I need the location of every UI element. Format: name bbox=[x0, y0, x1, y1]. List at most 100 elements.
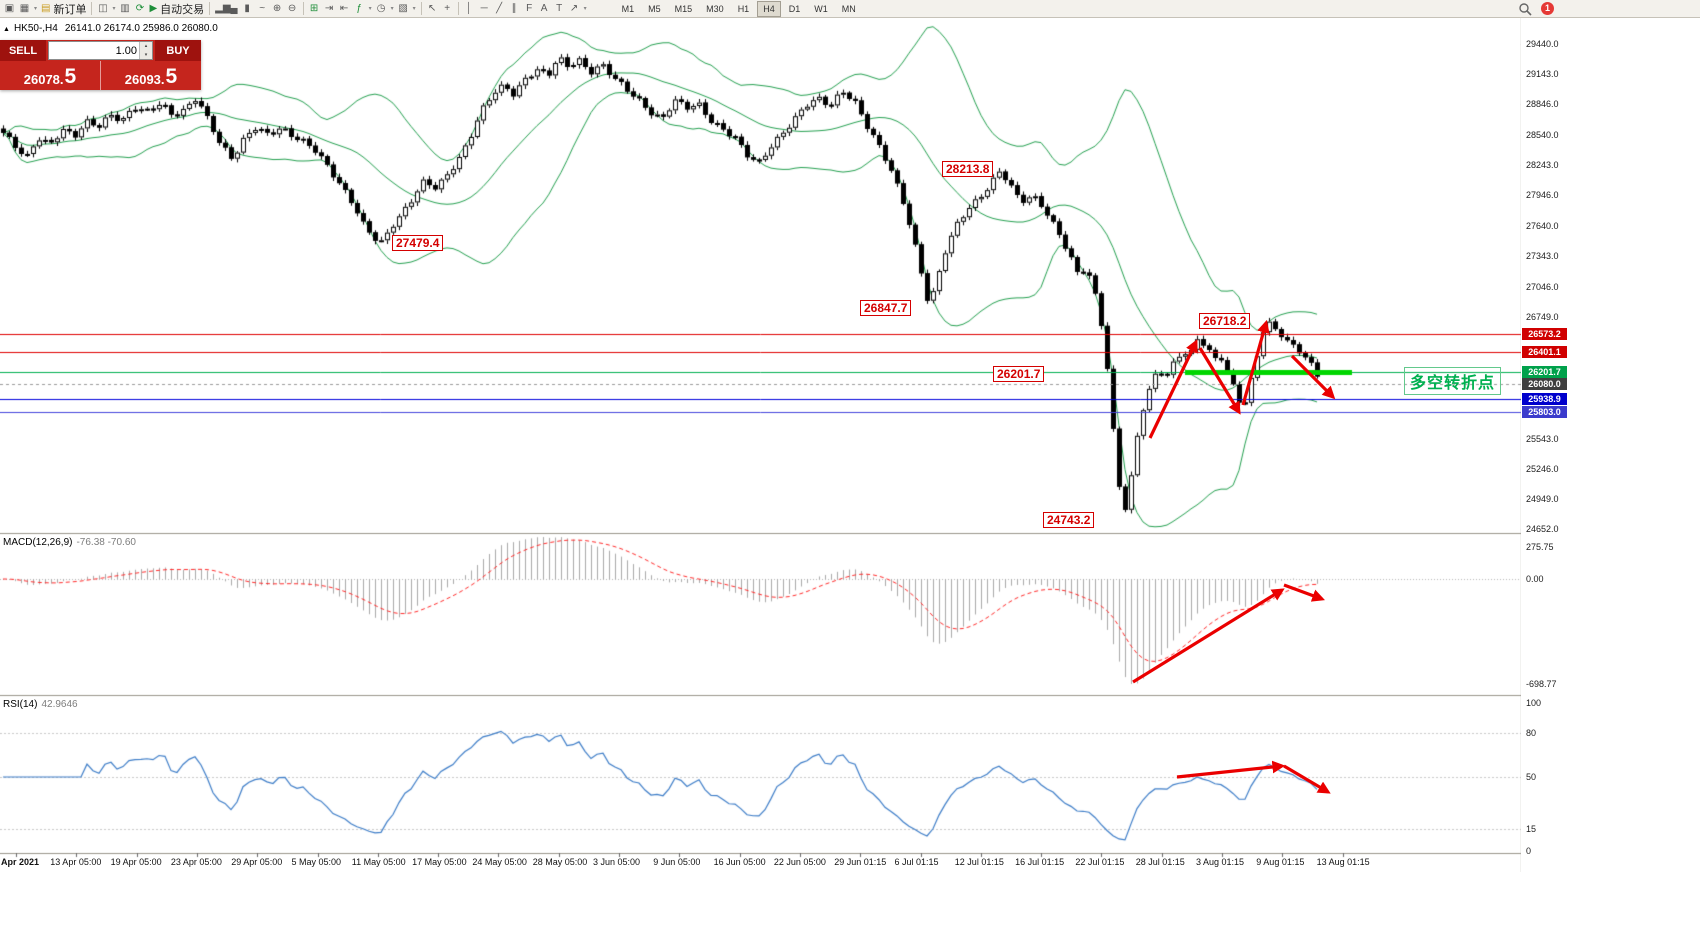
candles-icon[interactable]: ▮ bbox=[240, 1, 255, 17]
timeframe-toolbar: M1 M5 M15 M30 H1 H4 D1 W1 MN bbox=[615, 0, 863, 18]
periods-icon[interactable]: ◷ bbox=[374, 1, 389, 17]
new-chart-icon[interactable]: ▦ bbox=[17, 1, 32, 17]
indicator-axis-label: -698.77 bbox=[1526, 679, 1557, 689]
auto-scroll-icon[interactable]: ⇥ bbox=[322, 1, 337, 17]
chart-window-icon-glyph: ▣ bbox=[4, 3, 15, 14]
timeframe-w1-button[interactable]: W1 bbox=[814, 3, 828, 14]
time-axis-label: 22 Jun 05:00 bbox=[773, 857, 826, 867]
shapes-dropdown[interactable]: ▾ bbox=[582, 1, 589, 17]
indicator-axis-label: 50 bbox=[1526, 772, 1537, 782]
cursor-icon[interactable]: ↖ bbox=[425, 1, 440, 17]
buy-price[interactable]: 26093. 5 bbox=[101, 61, 201, 90]
templates-icon[interactable]: ▧ bbox=[396, 1, 411, 17]
text-icon[interactable]: A bbox=[537, 1, 552, 17]
crosshair-icon-glyph: + bbox=[444, 3, 451, 14]
volume-input[interactable] bbox=[49, 44, 139, 57]
channel-icon-glyph: ∥ bbox=[511, 3, 517, 14]
timeframe-m30-button[interactable]: M30 bbox=[706, 3, 724, 14]
toolbar-separator bbox=[457, 2, 459, 15]
chart-window-icon[interactable]: ▣ bbox=[2, 1, 17, 17]
timeframe-h1-button[interactable]: H1 bbox=[737, 3, 750, 14]
text-icon-glyph: A bbox=[540, 3, 548, 14]
timeframe-m15-button[interactable]: M15 bbox=[674, 3, 693, 14]
indicator-axis-label: 100 bbox=[1526, 698, 1542, 708]
price-tick-label: 28243.0 bbox=[1526, 160, 1559, 171]
time-axis-label: Apr 2021 bbox=[1, 857, 40, 867]
sell-button[interactable]: SELL bbox=[0, 40, 46, 61]
candles-icon-glyph: ▮ bbox=[244, 3, 250, 14]
channel-icon[interactable]: ∥ bbox=[507, 1, 522, 17]
new-order-button-label: 新订单 bbox=[53, 3, 87, 16]
bars-icon-glyph: ▂▆▄ bbox=[215, 3, 238, 14]
buy-price-main: 26093. bbox=[124, 72, 165, 87]
data-window-icon[interactable]: ▥ bbox=[117, 1, 132, 17]
notification-badge[interactable]: 1 bbox=[1541, 2, 1554, 15]
time-axis-label: 29 Apr 05:00 bbox=[231, 857, 283, 867]
line-chart-icon[interactable]: ~ bbox=[255, 1, 270, 17]
chart-shift-icon[interactable]: ⇤ bbox=[337, 1, 352, 17]
vertical-line-icon-glyph: │ bbox=[466, 3, 473, 14]
arrows-icon-glyph: ↗ bbox=[569, 3, 579, 14]
zoom-in-icon-glyph: ⊕ bbox=[272, 3, 282, 14]
time-axis-label: 16 Jul 01:15 bbox=[1015, 857, 1065, 867]
auto-trading-button-glyph: ▶ bbox=[149, 3, 158, 14]
time-axis-label: 19 Apr 05:00 bbox=[110, 857, 162, 867]
chart-shift-icon-glyph: ⇤ bbox=[339, 3, 349, 14]
search-icon[interactable] bbox=[1518, 2, 1533, 17]
zoom-out-icon[interactable]: ⊖ bbox=[285, 1, 300, 17]
timeframe-m5-button[interactable]: M5 bbox=[648, 3, 661, 14]
charts-grid-icon-glyph: ◫ bbox=[98, 3, 108, 14]
label-icon[interactable]: T bbox=[552, 1, 567, 17]
price-level-badge: 26401.1 bbox=[1522, 345, 1567, 358]
horizontal-line-icon[interactable]: ─ bbox=[477, 1, 492, 17]
profiles-dropdown[interactable]: ▾ bbox=[110, 1, 117, 17]
time-axis-label: 9 Aug 01:15 bbox=[1256, 857, 1305, 867]
bars-icon[interactable]: ▂▆▄ bbox=[213, 1, 239, 17]
price-tick-label: 28846.0 bbox=[1526, 99, 1559, 110]
zoom-in-icon[interactable]: ⊕ bbox=[270, 1, 285, 17]
new-order-button[interactable]: ▤ 新订单 bbox=[39, 1, 88, 17]
price-level-badge: 26201.7 bbox=[1522, 366, 1567, 379]
price-tick-label: 24949.0 bbox=[1526, 493, 1559, 504]
price-tick-label: 24652.0 bbox=[1526, 524, 1559, 534]
price-scale[interactable]: 29440.0 29143.0 28846.0 28540.0 28243.0 27946… bbox=[1521, 18, 1568, 872]
time-axis-label: 3 Jun 05:00 bbox=[593, 857, 641, 867]
fibonacci-icon[interactable]: F bbox=[522, 1, 537, 17]
volume-up-button[interactable]: ▴ bbox=[139, 42, 152, 51]
charts-grid-icon[interactable]: ◫ bbox=[95, 1, 110, 17]
time-axis[interactable]: Apr 2021 13 Apr 05:00 19 Apr 05:00 23 Apr 0… bbox=[0, 855, 1568, 872]
chart-canvas[interactable] bbox=[0, 18, 1568, 872]
arrows-icon[interactable]: ↗ bbox=[567, 1, 582, 17]
new-chart-icon-glyph: ▦ bbox=[19, 3, 30, 14]
volume-down-button[interactable]: ▾ bbox=[139, 50, 152, 59]
crosshair-icon[interactable]: + bbox=[440, 1, 455, 17]
profiles-dropdown-glyph: ▾ bbox=[112, 6, 116, 12]
time-axis-label: 6 Jul 01:15 bbox=[894, 857, 939, 867]
indicators-icon[interactable]: ƒ bbox=[352, 1, 367, 17]
trendline-icon[interactable]: ╱ bbox=[492, 1, 507, 17]
refresh-icon[interactable]: ⟳ bbox=[132, 1, 147, 17]
vertical-line-icon[interactable]: │ bbox=[462, 1, 477, 17]
volume-input-group: ▴ ▾ bbox=[48, 41, 153, 60]
new-chart-dropdown[interactable]: ▾ bbox=[32, 1, 39, 17]
price-level-badge: 25938.9 bbox=[1522, 392, 1567, 405]
timeframe-m1-button[interactable]: M1 bbox=[621, 3, 635, 14]
auto-trading-button-label: 自动交易 bbox=[160, 3, 205, 16]
horizontal-line-icon-glyph: ─ bbox=[480, 3, 488, 14]
indicator-axis-label: 15 bbox=[1526, 824, 1537, 834]
timeframe-d1-button[interactable]: D1 bbox=[788, 3, 801, 14]
volume-steppers: ▴ ▾ bbox=[139, 42, 152, 59]
sell-price[interactable]: 26078. 5 bbox=[0, 61, 101, 90]
timeframe-mn-button[interactable]: MN bbox=[841, 3, 856, 14]
timeframe-h4-button[interactable]: H4 bbox=[757, 0, 781, 17]
indicators-dropdown-glyph: ▾ bbox=[368, 6, 372, 12]
templates-dropdown[interactable]: ▾ bbox=[411, 1, 418, 17]
indicators-dropdown[interactable]: ▾ bbox=[367, 1, 374, 17]
tile-windows-icon[interactable]: ⊞ bbox=[307, 1, 322, 17]
periods-dropdown[interactable]: ▾ bbox=[389, 1, 396, 17]
fibonacci-icon-glyph: F bbox=[526, 3, 533, 14]
auto-trading-button[interactable]: ▶ 自动交易 bbox=[147, 1, 206, 17]
time-axis-label: 28 Jul 01:15 bbox=[1135, 857, 1185, 867]
buy-button[interactable]: BUY bbox=[155, 40, 201, 61]
cursor-icon-glyph: ↖ bbox=[427, 3, 437, 14]
